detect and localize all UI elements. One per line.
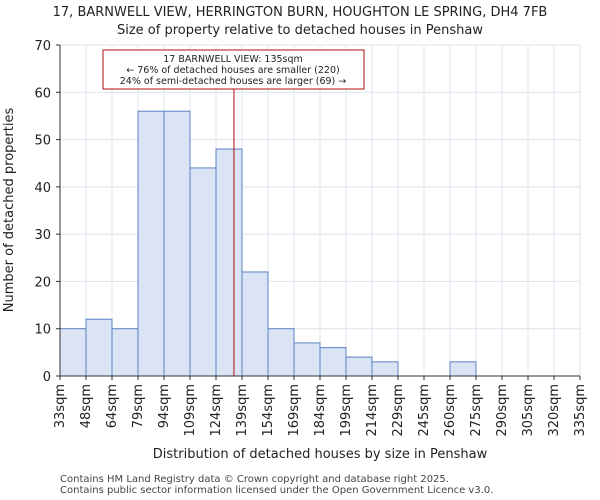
x-ticks: 33sqm 48sqm 64sqm 79sqm 94sqm 109sqm 124sqm 139… xyxy=(53,376,588,437)
bar-184sqm xyxy=(319,347,347,377)
x-tick-label: 229sqm xyxy=(391,384,406,437)
annotation-line-3: 24% of semi-detached houses are larger (… xyxy=(120,76,347,87)
bar-214sqm xyxy=(371,361,399,377)
y-tick-label: 60 xyxy=(34,86,51,101)
bar-33sqm xyxy=(59,328,87,377)
x-tick-label: 184sqm xyxy=(313,384,328,437)
bar-139sqm xyxy=(241,271,269,377)
x-tick-label: 320sqm xyxy=(547,384,562,437)
bar-154sqm xyxy=(267,328,295,377)
y-axis-label: Number of detached properties xyxy=(2,108,17,313)
x-tick-label: 335sqm xyxy=(573,384,588,437)
chart-subtitle: Size of property relative to detached ho… xyxy=(117,23,483,38)
footer-line-2: Contains public sector information licen… xyxy=(60,485,494,496)
annotation-line-2: ← 76% of detached houses are smaller (22… xyxy=(126,65,339,76)
bar-199sqm xyxy=(345,356,373,377)
annotation-box: 17 BARNWELL VIEW: 135sqm ← 76% of detach… xyxy=(102,49,365,90)
x-tick-label: 260sqm xyxy=(443,384,458,437)
bar-94sqm xyxy=(163,110,191,377)
y-tick-label: 20 xyxy=(34,275,51,290)
x-tick-label: 48sqm xyxy=(79,384,94,428)
x-tick-label: 305sqm xyxy=(521,384,536,437)
x-tick-label: 79sqm xyxy=(131,384,146,428)
y-tick-label: 0 xyxy=(43,370,51,385)
y-tick-label: 40 xyxy=(34,181,51,196)
chart-title: 17, BARNWELL VIEW, HERRINGTON BURN, HOUG… xyxy=(53,5,548,20)
y-tick-label: 70 xyxy=(34,39,51,54)
x-tick-label: 214sqm xyxy=(365,384,380,437)
x-tick-label: 169sqm xyxy=(287,384,302,437)
x-tick-label: 154sqm xyxy=(261,384,276,437)
x-tick-label: 124sqm xyxy=(209,384,224,437)
x-tick-label: 245sqm xyxy=(417,384,432,437)
bar-260sqm xyxy=(449,361,477,377)
bar-64sqm xyxy=(111,328,139,377)
y-tick-label: 50 xyxy=(34,134,51,149)
bar-169sqm xyxy=(293,342,321,377)
x-tick-label: 94sqm xyxy=(157,384,172,428)
bar-48sqm xyxy=(85,318,113,377)
x-tick-label: 199sqm xyxy=(339,384,354,437)
annotation-line-1: 17 BARNWELL VIEW: 135sqm xyxy=(163,54,303,65)
x-tick-label: 139sqm xyxy=(235,384,250,437)
bar-79sqm xyxy=(137,110,165,377)
x-tick-label: 275sqm xyxy=(469,384,484,437)
bar-124sqm xyxy=(215,148,243,377)
x-tick-label: 33sqm xyxy=(53,384,68,428)
y-ticks: 0 10 20 30 40 50 60 70 xyxy=(34,39,60,385)
x-tick-label: 109sqm xyxy=(183,384,198,437)
x-tick-label: 290sqm xyxy=(495,384,510,437)
x-axis-label: Distribution of detached houses by size … xyxy=(153,447,488,462)
y-tick-label: 30 xyxy=(34,228,51,243)
x-tick-label: 64sqm xyxy=(105,384,120,428)
annotation-frame xyxy=(102,49,365,90)
footer-line-1: Contains HM Land Registry data © Crown c… xyxy=(60,474,449,485)
y-tick-label: 10 xyxy=(34,323,51,338)
bars xyxy=(59,110,477,377)
bar-109sqm xyxy=(189,167,217,377)
